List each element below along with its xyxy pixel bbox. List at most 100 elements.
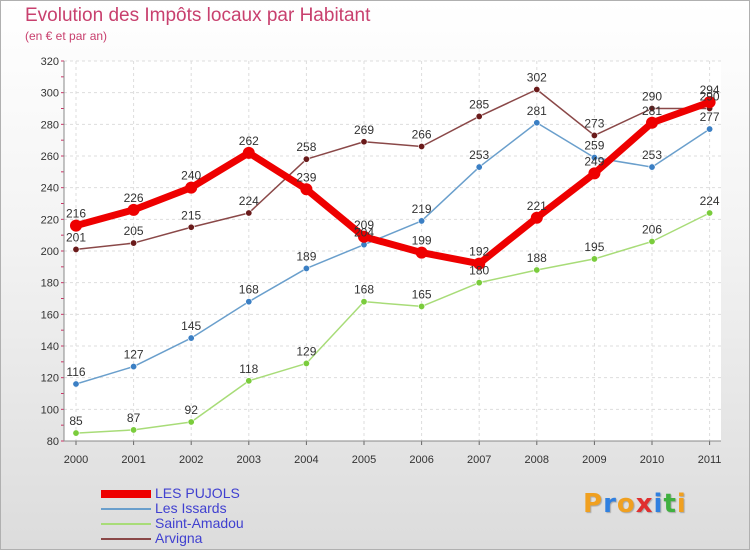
- point-saint-amadou: [245, 377, 253, 385]
- logo-letter: x: [635, 489, 654, 519]
- legend-swatch: [101, 523, 151, 525]
- point-arvigna: [418, 143, 426, 151]
- legend-swatch: [101, 490, 151, 498]
- data-label-les-pujols: 240: [181, 169, 201, 183]
- point-arvigna: [360, 138, 368, 146]
- point-saint-amadou: [418, 302, 426, 310]
- point-saint-amadou: [533, 266, 541, 274]
- y-tick-label: 160: [41, 309, 59, 321]
- point-saint-amadou: [72, 429, 80, 437]
- point-arvigna: [648, 105, 656, 113]
- data-label-arvigna: 290: [642, 90, 662, 104]
- data-label-saint-amadou: 118: [239, 362, 258, 376]
- data-label-saint-amadou: 224: [700, 194, 720, 208]
- x-tick-label: 2003: [237, 454, 261, 466]
- point-arvigna: [187, 223, 195, 231]
- data-label-saint-amadou: 92: [185, 403, 199, 417]
- logo-letter: P: [583, 489, 604, 519]
- point-arvigna: [72, 245, 80, 253]
- data-label-arvigna: 290: [700, 90, 720, 104]
- data-label-saint-amadou: 195: [584, 240, 604, 254]
- point-arvigna: [533, 86, 541, 94]
- x-tick-label: 2001: [121, 454, 145, 466]
- y-tick-label: 220: [41, 214, 59, 226]
- logo-letter: o: [616, 489, 636, 519]
- x-tick-label: 2000: [64, 454, 88, 466]
- data-label-les-issards: 259: [584, 139, 604, 153]
- data-label-arvigna: 273: [584, 116, 604, 130]
- point-les-pujols: [185, 181, 198, 194]
- point-les-issards: [418, 217, 426, 225]
- x-tick-label: 2008: [525, 454, 549, 466]
- y-tick-label: 280: [41, 119, 59, 131]
- chart-title: Evolution des Impôts locaux par Habitant: [25, 5, 371, 26]
- data-label-saint-amadou: 85: [69, 414, 83, 428]
- point-les-issards: [302, 264, 310, 272]
- logo-letter: i: [653, 489, 664, 519]
- series-line-saint-amadou: [75, 212, 710, 434]
- point-arvigna: [245, 209, 253, 217]
- legend-label: Saint-Amadou: [155, 515, 244, 531]
- legend-label: Arvigna: [155, 530, 203, 546]
- data-label-les-pujols: 239: [296, 170, 316, 184]
- point-les-pujols: [358, 230, 370, 243]
- point-saint-amadou: [648, 238, 656, 246]
- y-tick-label: 320: [41, 56, 59, 68]
- data-label-saint-amadou: 188: [527, 251, 547, 265]
- data-label-les-issards: 189: [296, 249, 316, 263]
- data-label-les-pujols: 281: [642, 104, 662, 118]
- grid: [64, 60, 721, 442]
- legend-item-saint-amadou: Saint-Amadou: [101, 515, 321, 531]
- x-tick-label: 2011: [698, 454, 722, 466]
- legend-item-les-issards: Les Issards: [101, 500, 321, 516]
- data-label-les-pujols: 192: [469, 245, 489, 259]
- point-les-pujols: [473, 257, 486, 270]
- point-les-issards: [590, 154, 598, 162]
- data-label-les-issards: 219: [412, 202, 432, 216]
- legend-swatch: [101, 538, 151, 540]
- point-les-pujols: [703, 96, 716, 109]
- data-label-saint-amadou: 206: [642, 223, 662, 237]
- data-labels: 116 127 145 168 189 204 219 253 281 259 253 277 85 87…: [66, 71, 720, 429]
- data-label-arvigna: 269: [354, 123, 374, 137]
- point-les-issards: [533, 119, 541, 127]
- series-line-les-pujols: [75, 98, 711, 268]
- point-les-issards: [245, 298, 253, 306]
- point-les-issards: [130, 363, 138, 371]
- data-label-les-issards: 127: [124, 348, 144, 362]
- x-tick-label: 2002: [179, 454, 203, 466]
- data-label-arvigna: 205: [124, 224, 144, 238]
- y-tick-label: 260: [41, 151, 59, 163]
- data-label-arvigna: 302: [527, 71, 547, 85]
- point-les-issards: [72, 380, 80, 388]
- x-tick-label: 2007: [467, 454, 491, 466]
- data-label-les-issards: 253: [469, 148, 489, 162]
- data-label-arvigna: 201: [66, 230, 86, 244]
- y-tick-label: 100: [41, 404, 59, 416]
- point-les-pujols: [588, 167, 601, 180]
- data-label-saint-amadou: 165: [412, 287, 432, 301]
- data-label-saint-amadou: 168: [354, 283, 374, 297]
- legend-item-les-pujols: LES PUJOLS: [101, 485, 321, 501]
- point-les-pujols: [300, 183, 313, 196]
- data-label-arvigna: 266: [412, 128, 432, 142]
- y-tick-label: 140: [41, 341, 59, 353]
- point-les-issards: [187, 334, 195, 342]
- point-les-pujols: [646, 116, 658, 129]
- data-label-arvigna: 258: [296, 140, 316, 154]
- x-tick-label: 2004: [294, 454, 318, 466]
- chart-subtitle: (en € et par an): [25, 29, 108, 43]
- point-les-pujols: [127, 203, 140, 216]
- legend-label: LES PUJOLS: [155, 485, 240, 501]
- data-label-les-issards: 281: [527, 104, 547, 118]
- data-label-les-issards: 168: [239, 283, 259, 297]
- legend-label: Les Issards: [155, 500, 227, 516]
- point-saint-amadou: [360, 298, 368, 306]
- legend-item-arvigna: Arvigna: [101, 530, 321, 546]
- y-tick-label: 240: [41, 183, 59, 195]
- point-saint-amadou: [475, 279, 483, 287]
- point-les-pujols: [242, 146, 255, 159]
- point-saint-amadou: [706, 209, 714, 217]
